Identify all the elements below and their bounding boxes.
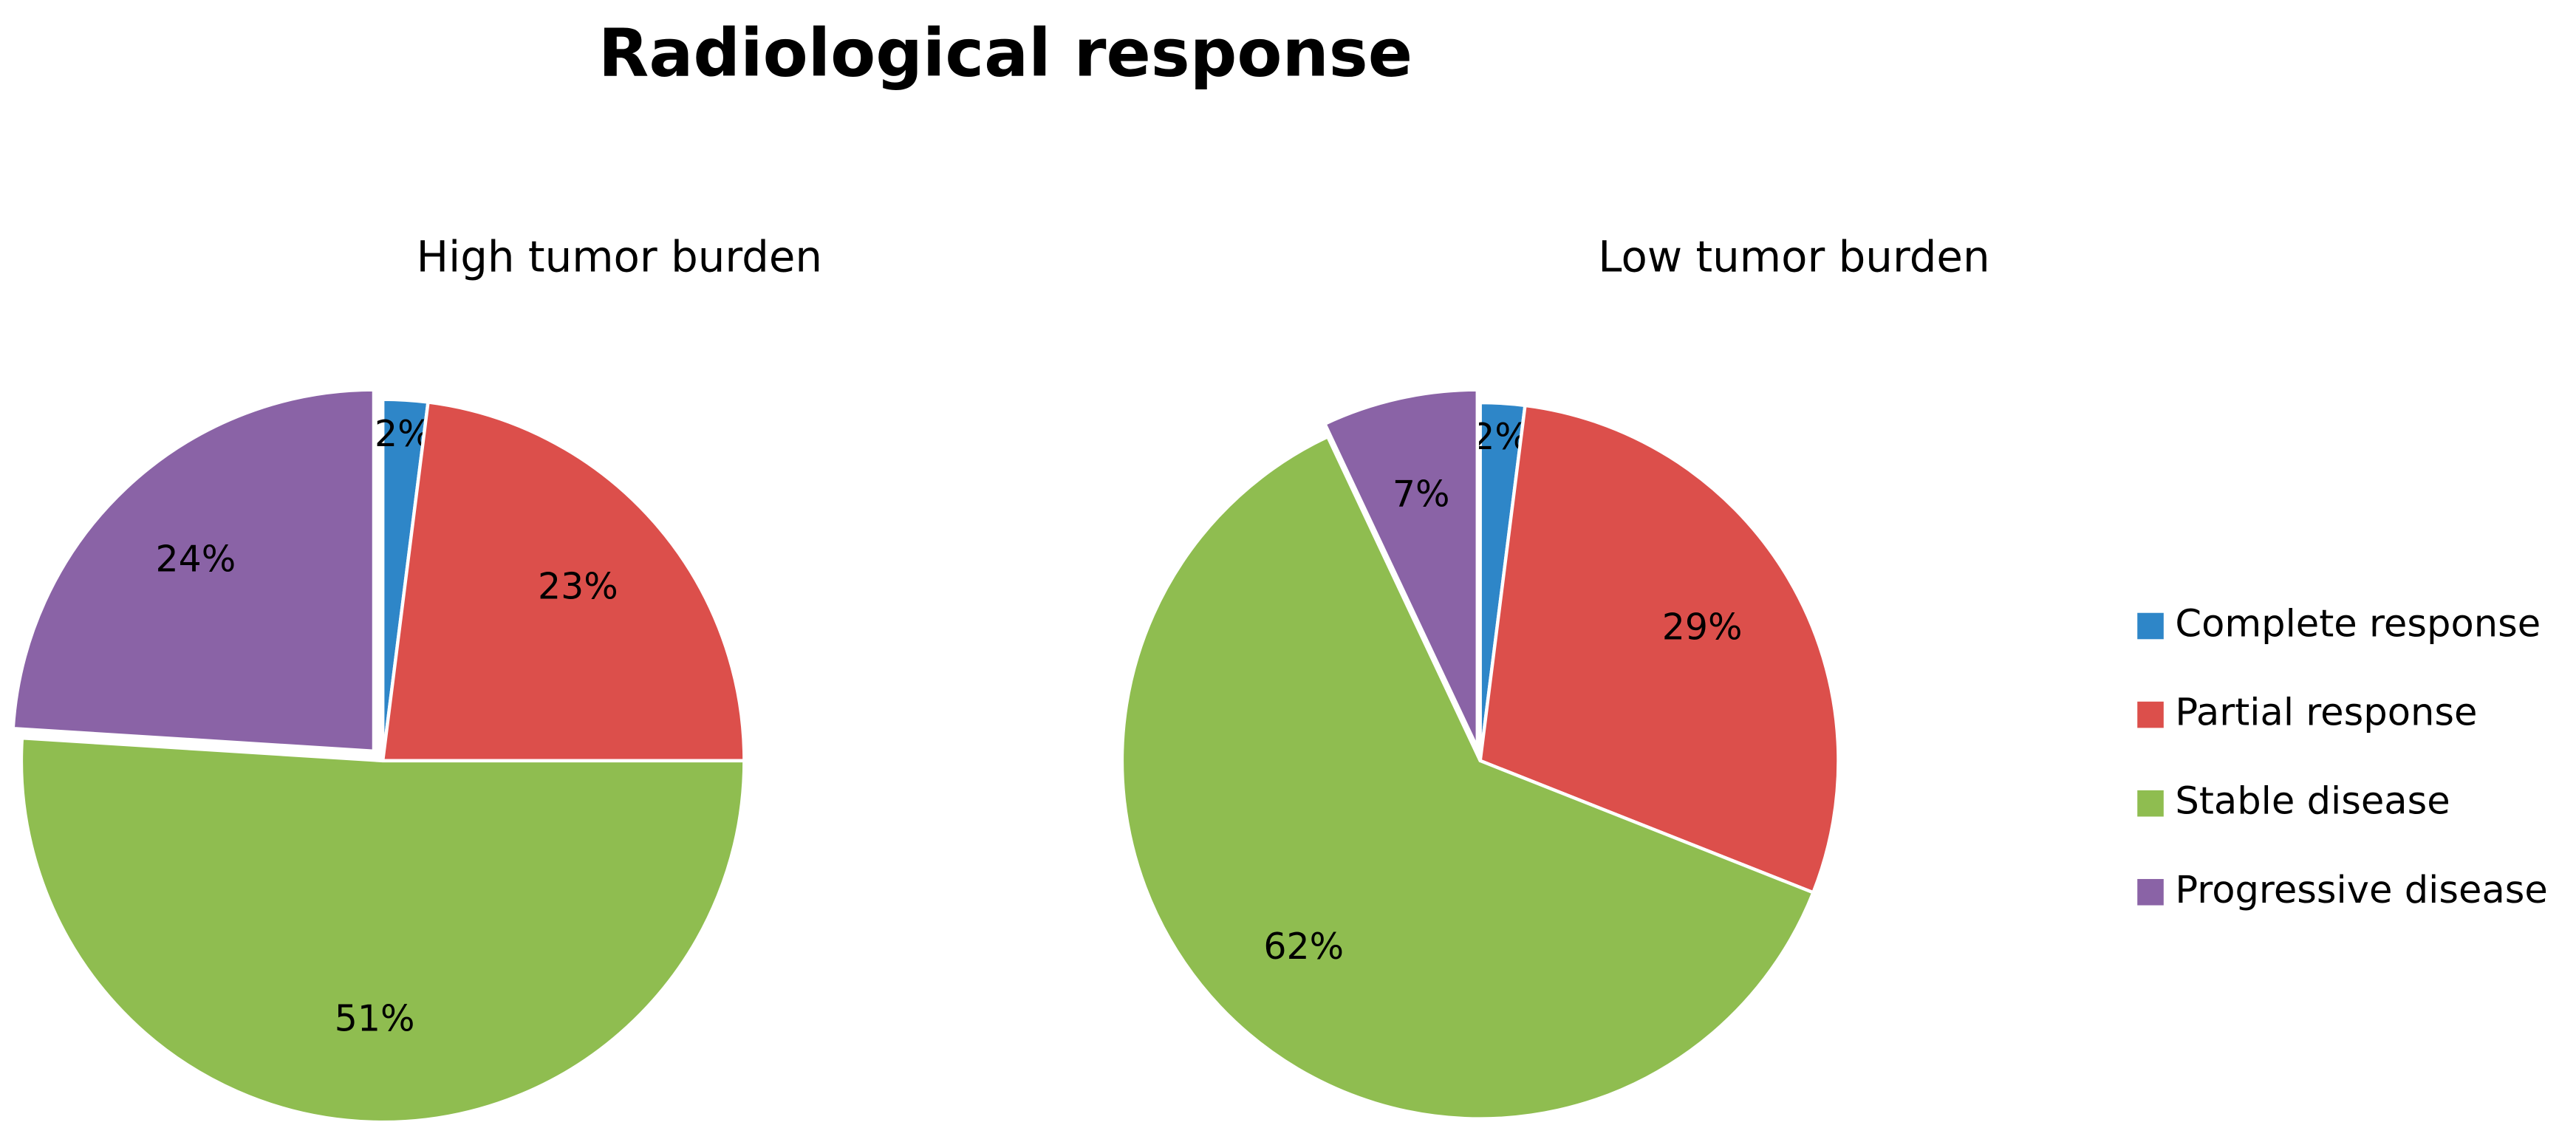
data-label: 24%	[155, 538, 236, 581]
data-label: 51%	[335, 997, 415, 1039]
legend-label: Stable disease	[2175, 780, 2450, 824]
pie-title: High tumor burden	[417, 232, 822, 282]
legend-label: Progressive disease	[2175, 869, 2548, 912]
data-label: 7%	[1393, 473, 1450, 515]
data-label: 29%	[1662, 606, 1743, 649]
pie-title: Low tumor burden	[1598, 232, 1989, 282]
data-label: 62%	[1263, 926, 1344, 968]
pie-slice	[19, 736, 746, 1124]
legend-label: Complete response	[2175, 602, 2541, 646]
legend-swatch	[2137, 701, 2164, 728]
data-label: 23%	[538, 565, 618, 607]
pie-slice	[11, 388, 376, 753]
pie-slice	[1120, 434, 1816, 1121]
pie-slice	[1322, 388, 1480, 749]
legend-label: Partial response	[2175, 691, 2477, 735]
chart-title: Radiological response	[598, 14, 1412, 91]
legend-swatch	[2137, 878, 2164, 906]
pie-slice	[1478, 403, 1840, 895]
pie-slice	[380, 400, 746, 763]
legend-swatch	[2137, 612, 2164, 640]
legend-swatch	[2137, 790, 2164, 817]
